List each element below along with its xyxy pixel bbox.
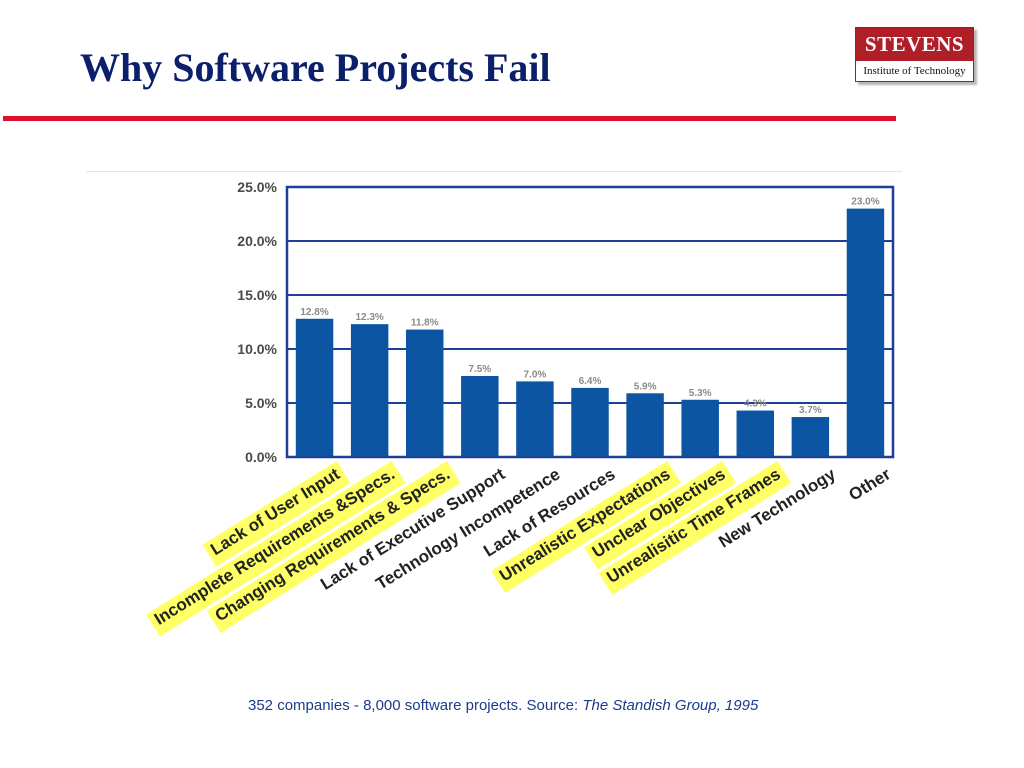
footnote-text: 352 companies - 8,000 software projects.… <box>248 697 583 714</box>
y-tick-label: 5.0% <box>245 395 277 411</box>
y-tick-label: 15.0% <box>237 287 277 303</box>
bar-value-label: 11.8% <box>411 318 439 329</box>
bar-value-label: 12.3% <box>355 312 383 323</box>
bar-value-label: 7.5% <box>468 364 491 375</box>
y-tick-label: 0.0% <box>245 449 277 465</box>
bar-value-label: 3.7% <box>799 405 822 416</box>
highlight-box <box>491 460 681 593</box>
bar-value-label: 5.3% <box>689 388 712 399</box>
slide-title: Why Software Projects Fail <box>80 45 551 90</box>
bar <box>846 208 885 457</box>
bar <box>791 417 830 457</box>
bar-value-label: 4.3% <box>744 399 767 410</box>
highlight-box <box>598 460 792 595</box>
logo-name: STEVENS <box>856 28 973 61</box>
label-highlight <box>202 460 351 567</box>
bar <box>350 324 389 457</box>
plot-frame <box>285 185 895 459</box>
stevens-logo: STEVENS Institute of Technology <box>855 27 974 82</box>
bar <box>516 381 554 457</box>
bar <box>405 329 444 457</box>
footnote-source: The Standish Group, 1995 <box>582 697 759 714</box>
source-footnote: 352 companies - 8,000 software projects.… <box>248 697 758 714</box>
bar-value-label: 5.9% <box>634 381 657 392</box>
label-highlight <box>491 460 681 593</box>
y-tick-label: 10.0% <box>237 341 277 357</box>
bar-value-label: 7.0% <box>524 369 547 380</box>
category-label-group: Incomplete Requirements &Specs. <box>151 464 398 628</box>
highlight-box <box>206 460 461 633</box>
y-tick-label: 20.0% <box>237 233 277 249</box>
bar <box>461 376 499 457</box>
bar-value-label: 6.4% <box>579 376 602 387</box>
category-label-group: Other <box>845 464 894 504</box>
bar <box>626 393 664 457</box>
label-highlight <box>584 460 737 570</box>
highlight-box <box>146 460 406 637</box>
bar <box>295 318 334 457</box>
label-highlight <box>146 460 406 637</box>
bar <box>681 399 719 457</box>
logo-subtitle: Institute of Technology <box>863 65 966 77</box>
highlight-box <box>584 460 737 570</box>
x-category-label: Other <box>845 464 894 504</box>
bar-value-label: 23.0% <box>851 197 879 208</box>
bar <box>571 387 609 457</box>
chart-top-divider <box>86 171 902 172</box>
label-highlight <box>598 460 792 595</box>
bar <box>736 410 775 457</box>
bar-value-label: 12.8% <box>300 307 328 318</box>
label-highlight <box>206 460 461 633</box>
x-category-label: Incomplete Requirements &Specs. <box>151 464 398 628</box>
title-underline <box>3 116 896 121</box>
y-tick-label: 25.0% <box>237 179 277 195</box>
highlight-box <box>202 460 351 567</box>
